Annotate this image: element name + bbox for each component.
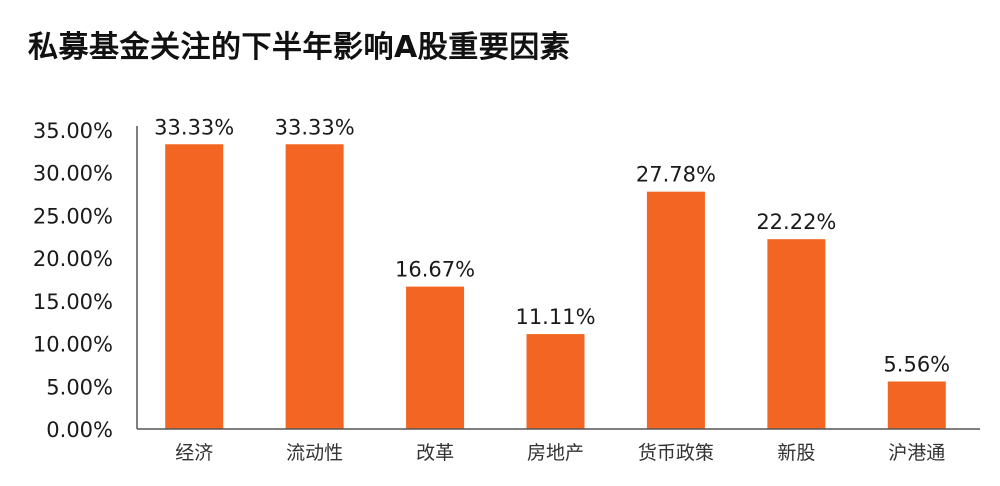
y-tick-label: 15.00%	[33, 290, 113, 314]
category-label: 流动性	[286, 442, 343, 464]
bar-value-label: 33.33%	[275, 115, 355, 139]
bar	[526, 334, 585, 429]
y-axis-tick-labels: 0.00% 5.00% 10.00% 15.00% 20.00% 25.00% 30.00%…	[33, 119, 113, 442]
chart-title: 私募基金关注的下半年影响A股重要因素	[28, 30, 571, 65]
category-label: 沪港通	[888, 442, 945, 464]
category-label: 货币政策	[638, 442, 714, 464]
bar-value-label: 22.22%	[756, 210, 836, 234]
category-label: 改革	[416, 442, 454, 464]
y-tick-label: 5.00%	[46, 375, 113, 399]
bar-value-label: 33.33%	[154, 115, 234, 139]
y-tick-label: 20.00%	[33, 247, 113, 271]
y-tick-label: 30.00%	[33, 162, 113, 186]
bar-value-label: 5.56%	[883, 353, 950, 377]
y-tick-label: 0.00%	[46, 418, 113, 442]
y-tick-label: 25.00%	[33, 204, 113, 228]
bar	[406, 286, 465, 429]
y-tick-label: 10.00%	[33, 333, 113, 357]
bar-value-label: 27.78%	[636, 163, 716, 187]
bar-value-label: 11.11%	[515, 305, 595, 329]
bar	[285, 144, 344, 429]
bar	[165, 144, 224, 429]
category-label: 房地产	[527, 442, 584, 464]
bar-value-label: 16.67%	[395, 258, 475, 282]
data-label-group: 33.33% 33.33% 16.67% 11.11% 27.78% 22.22% 5.56…	[154, 115, 950, 376]
y-tick-label: 35.00%	[33, 119, 113, 143]
bar	[767, 239, 826, 429]
x-axis-category-labels: 经济 流动性 改革 房地产 货币政策 新股 沪港通	[175, 442, 945, 464]
category-label: 新股	[777, 442, 815, 464]
bar	[646, 191, 705, 429]
bar	[887, 381, 946, 429]
category-label: 经济	[175, 442, 213, 464]
bar-group	[165, 144, 946, 429]
